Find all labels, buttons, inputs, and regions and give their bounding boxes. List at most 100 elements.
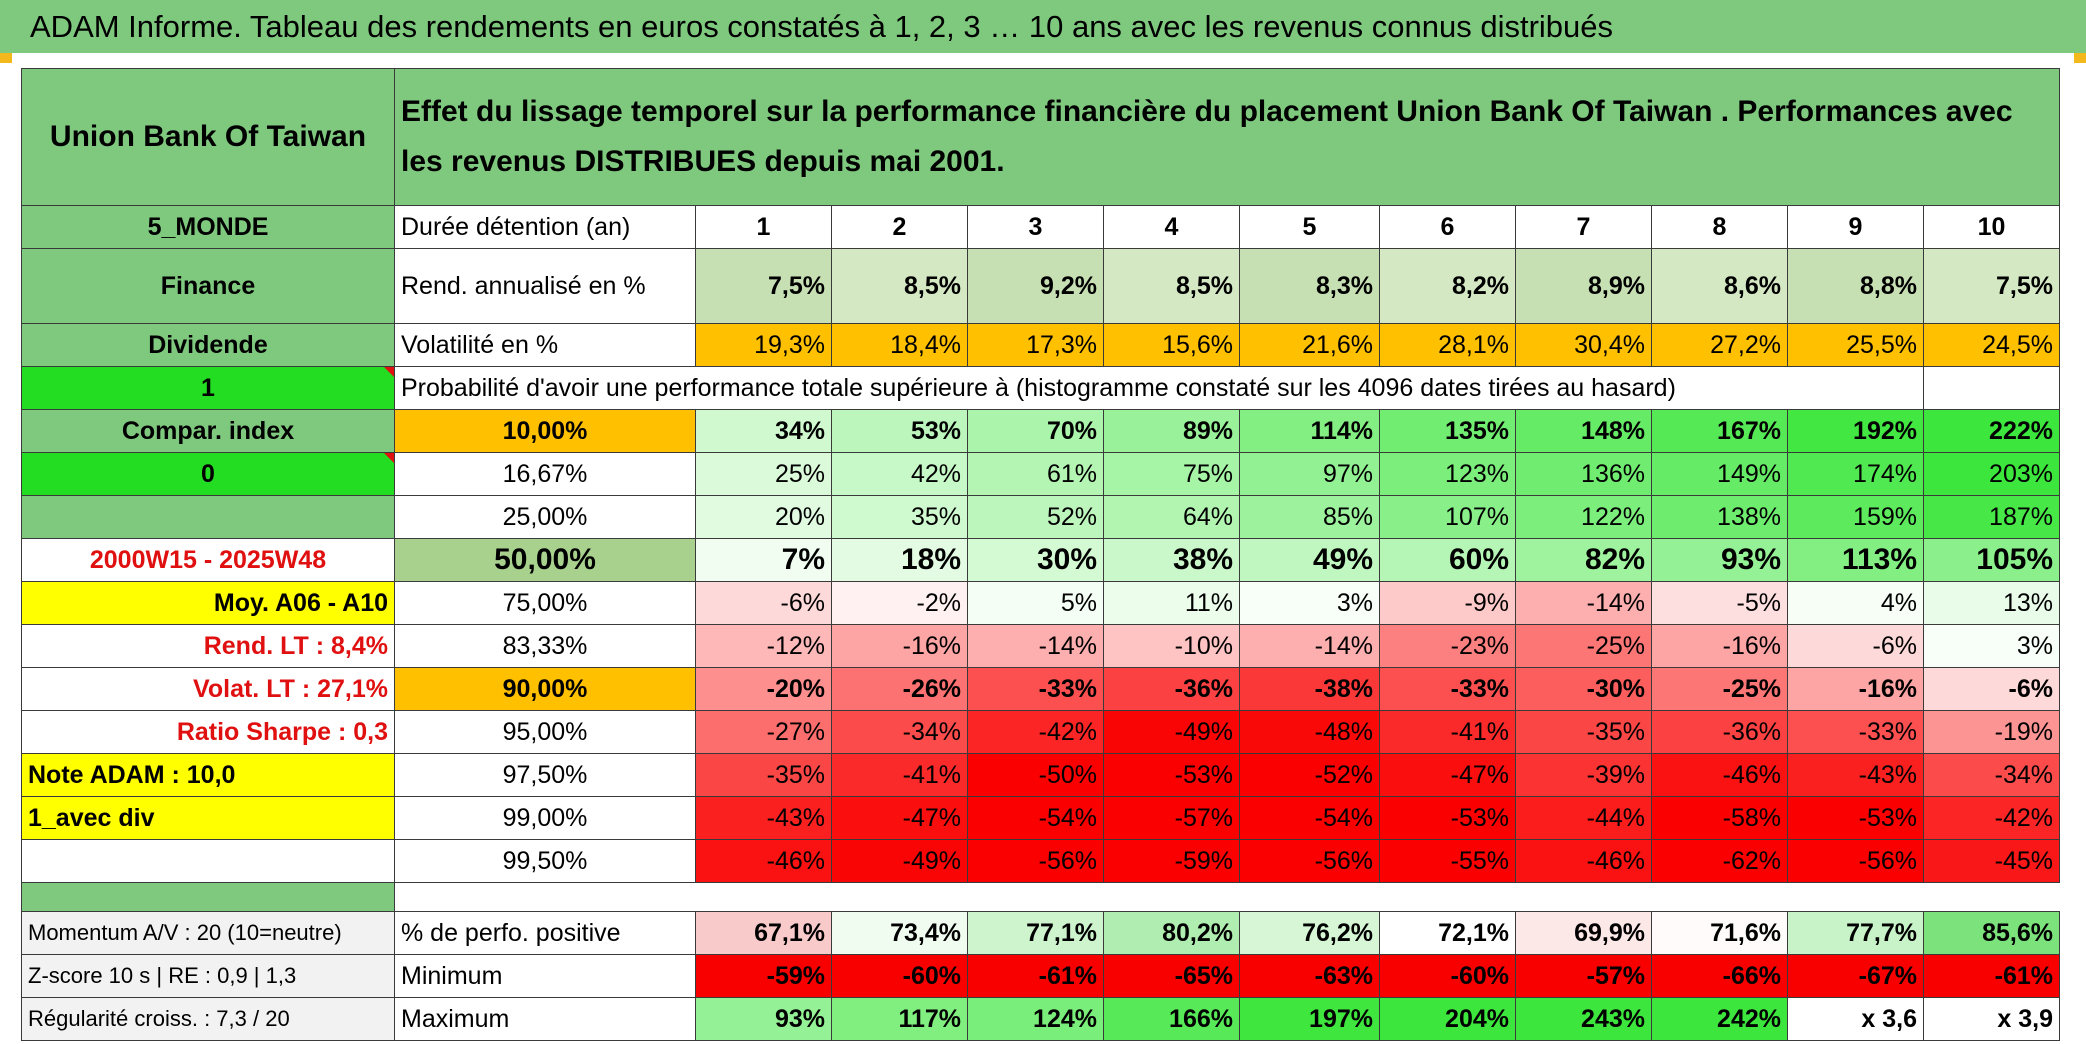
year-header: 9 [1787, 205, 1924, 249]
prob-value: -48% [1239, 710, 1380, 754]
prob-value: 148% [1515, 409, 1652, 453]
prob-value: 167% [1651, 409, 1788, 453]
prob-value: 4% [1787, 581, 1924, 625]
avec-div-label: 1_avec div [21, 796, 395, 840]
prob-value: 159% [1787, 495, 1924, 539]
empty-label [21, 495, 395, 539]
prob-value: -33% [1379, 667, 1516, 711]
prob-value: -16% [831, 624, 968, 668]
prob-value: -53% [1787, 796, 1924, 840]
prob-value: -33% [967, 667, 1104, 711]
prob-value: 52% [967, 495, 1104, 539]
spacer-green [21, 882, 395, 912]
rend-value: 8,8% [1787, 248, 1924, 324]
corner-mark [0, 53, 12, 63]
prob-value: -10% [1103, 624, 1240, 668]
prob-value: -25% [1651, 667, 1788, 711]
prob-value: -34% [831, 710, 968, 754]
spacer-cell [1787, 882, 1924, 912]
prob-value: 38% [1103, 538, 1240, 582]
vol-value: 19,3% [695, 323, 832, 367]
prob-value: -56% [967, 839, 1104, 883]
year-header: 8 [1651, 205, 1788, 249]
max-value: x 3,9 [1923, 997, 2060, 1041]
compar-index-label: Compar. index [21, 409, 395, 453]
prob-value: -42% [967, 710, 1104, 754]
vol-value: 15,6% [1103, 323, 1240, 367]
vol-label: Volatilité en % [394, 323, 696, 367]
regularite-label: Régularité croiss. : 7,3 / 20 [21, 997, 395, 1041]
vol-value: 28,1% [1379, 323, 1516, 367]
selector-1[interactable]: 1 [21, 366, 395, 410]
spacer-cell [831, 882, 968, 912]
min-value: -61% [1923, 954, 2060, 998]
prob-value: -23% [1379, 624, 1516, 668]
prob-value: 97% [1239, 452, 1380, 496]
prob-value: -38% [1239, 667, 1380, 711]
prob-value: -49% [1103, 710, 1240, 754]
prob-value: -6% [1787, 624, 1924, 668]
prob-value: 18% [831, 538, 968, 582]
report-title: ADAM Informe. Tableau des rendements en … [0, 0, 2086, 53]
prob-value: 3% [1239, 581, 1380, 625]
prob-value: -35% [1515, 710, 1652, 754]
prob-value: -50% [967, 753, 1104, 797]
max-label: Maximum [394, 997, 696, 1041]
prob-value: 60% [1379, 538, 1516, 582]
prob-value: -20% [695, 667, 832, 711]
prob-value: 192% [1787, 409, 1924, 453]
prob-value: 30% [967, 538, 1104, 582]
min-value: -67% [1787, 954, 1924, 998]
spacer-cell [967, 882, 1104, 912]
pos-value: 69,9% [1515, 911, 1652, 955]
prob-value: -43% [695, 796, 832, 840]
prob-value: 122% [1515, 495, 1652, 539]
prob-value: 49% [1239, 538, 1380, 582]
rend-value: 8,2% [1379, 248, 1516, 324]
prob-value: -34% [1923, 753, 2060, 797]
selector-2[interactable]: 0 [21, 452, 395, 496]
prob-value: 5% [967, 581, 1104, 625]
prob-value: -5% [1651, 581, 1788, 625]
rend-value: 7,5% [695, 248, 832, 324]
prob-value: 82% [1515, 538, 1652, 582]
spacer-cell [1515, 882, 1652, 912]
prob-value: 64% [1103, 495, 1240, 539]
min-value: -60% [1379, 954, 1516, 998]
prob-value: 93% [1651, 538, 1788, 582]
max-value: x 3,6 [1787, 997, 1924, 1041]
prob-value: -6% [695, 581, 832, 625]
sector-label: Finance [21, 248, 395, 324]
prob-value: 61% [967, 452, 1104, 496]
prob-value: 35% [831, 495, 968, 539]
prob-value: 89% [1103, 409, 1240, 453]
prob-value: -33% [1787, 710, 1924, 754]
note-adam-label: Note ADAM : 10,0 [21, 753, 395, 797]
spacer-cell [1103, 882, 1240, 912]
description: Effet du lissage temporel sur la perform… [394, 68, 2060, 206]
prob-value: -59% [1103, 839, 1240, 883]
rend-value: 8,5% [831, 248, 968, 324]
prob-value: 222% [1923, 409, 2060, 453]
prob-value: -41% [831, 753, 968, 797]
prob-value: 114% [1239, 409, 1380, 453]
prob-value: -2% [831, 581, 968, 625]
prob-value: -54% [967, 796, 1104, 840]
min-value: -59% [695, 954, 832, 998]
prob-value: -52% [1239, 753, 1380, 797]
prob-value: -45% [1923, 839, 2060, 883]
prob-value: 20% [695, 495, 832, 539]
pos-value: 67,1% [695, 911, 832, 955]
corner-mark [2074, 53, 2086, 63]
spacer-cell [1239, 882, 1380, 912]
prob-value: -41% [1379, 710, 1516, 754]
prob-value: -47% [831, 796, 968, 840]
prob-value: -62% [1651, 839, 1788, 883]
year-header: 10 [1923, 205, 2060, 249]
prob-threshold: 97,50% [394, 753, 696, 797]
pos-label: % de perfo. positive [394, 911, 696, 955]
prob-threshold: 50,00% [394, 538, 696, 582]
prob-value: -49% [831, 839, 968, 883]
prob-value: -6% [1923, 667, 2060, 711]
pos-value: 80,2% [1103, 911, 1240, 955]
